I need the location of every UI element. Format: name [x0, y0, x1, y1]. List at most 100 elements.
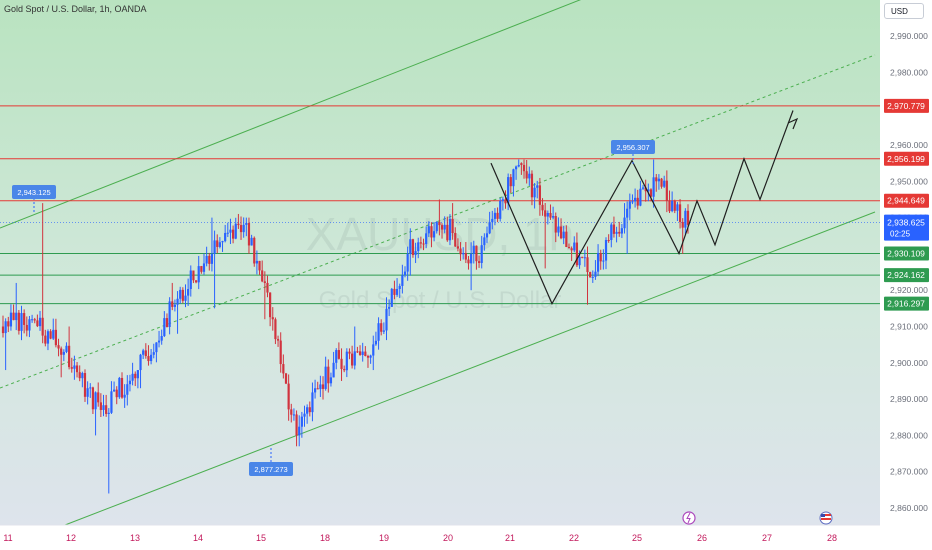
candle-body — [208, 255, 211, 264]
y-tick-label: 2,890.000 — [890, 394, 928, 404]
candle-body — [353, 351, 356, 366]
candle-body — [520, 163, 523, 165]
candle-body — [54, 329, 57, 346]
candle-body — [231, 229, 235, 239]
candle-body — [414, 251, 417, 256]
candle-body — [604, 240, 608, 261]
x-tick-label: 18 — [320, 533, 330, 543]
candle-body — [678, 204, 682, 222]
candle-body — [279, 340, 282, 365]
candle-body — [512, 169, 515, 187]
level-tag-label-5: 2,916.297 — [887, 299, 925, 309]
candle-body — [464, 252, 467, 260]
candle-body — [218, 242, 221, 247]
candle-body — [303, 413, 306, 417]
candle-body — [237, 223, 240, 226]
candle-body — [578, 256, 581, 266]
candle-body — [311, 392, 314, 413]
candle-body — [269, 292, 272, 318]
candle-body — [234, 223, 237, 239]
candle-body — [485, 233, 489, 238]
candle-body — [271, 317, 274, 320]
callout-label-1: 2,877.273 — [254, 465, 287, 474]
candle-body — [20, 313, 23, 331]
callout-box-0 — [12, 185, 56, 199]
y-tick-label: 2,950.000 — [890, 176, 928, 186]
candle-body — [91, 387, 95, 410]
current-price-tag — [884, 214, 929, 241]
candle-body — [475, 245, 478, 262]
candle-body — [147, 356, 150, 362]
y-tick-label: 2,960.000 — [890, 140, 928, 150]
candle-body — [631, 201, 634, 203]
candle-body — [75, 365, 79, 373]
level-tag-3 — [884, 246, 929, 261]
candle-body — [192, 270, 195, 281]
candle-body — [136, 370, 139, 379]
candle-body — [446, 224, 449, 241]
candle-body — [176, 298, 179, 305]
candle-body — [583, 257, 586, 259]
candle-body — [282, 364, 285, 374]
candle-body — [118, 377, 121, 398]
candle-body — [634, 197, 637, 202]
level-tag-label-3: 2,930.109 — [887, 249, 925, 259]
currency-button[interactable]: USD — [884, 3, 924, 19]
candle-body — [30, 319, 34, 321]
candle-body — [657, 178, 661, 182]
candle-body — [623, 217, 626, 229]
candle-body — [9, 312, 13, 327]
candle-body — [28, 319, 31, 331]
y-tick-label: 2,900.000 — [890, 358, 928, 368]
channel-upper-line — [0, 0, 582, 229]
candle-body — [144, 350, 147, 357]
candle-body — [292, 414, 296, 416]
candle-body — [430, 226, 433, 238]
candle-body — [224, 233, 227, 242]
candle-body — [38, 317, 42, 327]
candle-body — [308, 407, 311, 413]
candle-body — [194, 280, 198, 283]
candle-body — [337, 350, 340, 359]
candle-body — [575, 242, 579, 266]
candle-body — [110, 391, 113, 413]
candle-body — [250, 237, 253, 246]
candle-body — [321, 384, 325, 389]
candle-body — [276, 339, 280, 341]
candle-body — [94, 392, 97, 410]
candle-body — [60, 348, 63, 355]
candle-body — [184, 295, 187, 301]
level-tag-0 — [884, 98, 929, 113]
event-lightning-icon — [682, 511, 696, 525]
candle-body — [73, 365, 76, 369]
candle-body — [610, 224, 613, 241]
candle-body — [671, 201, 674, 212]
candle-body — [253, 237, 256, 264]
candle-body — [565, 231, 568, 247]
candle-body — [210, 253, 214, 264]
candles — [1, 159, 690, 494]
candle-body — [388, 306, 391, 309]
y-tick-label: 2,870.000 — [890, 467, 928, 477]
candle-body — [470, 253, 473, 264]
candle-body — [358, 351, 362, 355]
candle-body — [155, 342, 158, 353]
candle-body — [480, 245, 483, 263]
candle-body — [443, 224, 446, 230]
candle-body — [483, 237, 486, 246]
candle-body — [380, 323, 383, 332]
candle-body — [247, 223, 251, 246]
x-tick-label: 21 — [505, 533, 515, 543]
candle-body — [340, 358, 343, 370]
candle-body — [200, 266, 203, 272]
candle-body — [425, 233, 428, 245]
candle-body — [390, 288, 393, 307]
candle-body — [126, 384, 129, 395]
candle-body — [229, 229, 232, 233]
candle-body — [255, 260, 258, 264]
candle-body — [514, 166, 518, 170]
candle-body — [673, 201, 676, 211]
candle-body — [70, 367, 73, 369]
candle-body — [168, 301, 171, 328]
